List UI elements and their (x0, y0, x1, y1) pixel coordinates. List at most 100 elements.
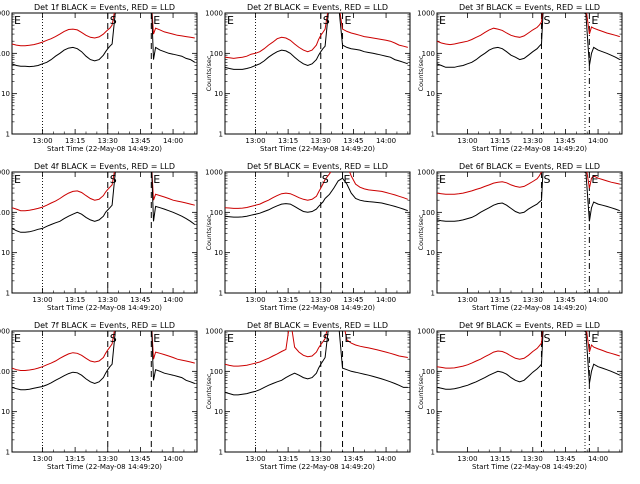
events-series-line (437, 331, 621, 390)
y-tick-label: 1 (6, 131, 10, 139)
y-tick-label: 10 (426, 249, 435, 257)
x-tick-label: 13:15 (65, 137, 85, 145)
panel-det-2f: Det 2f BLACK = Events, RED = LLD 1 10 100 10… (205, 3, 411, 153)
x-tick-label: 13:15 (490, 455, 510, 463)
segment-marker-s: S (323, 332, 330, 345)
x-tick-label: 13:15 (490, 137, 510, 145)
panel-title: Det 3f BLACK = Events, RED = LLD (459, 3, 600, 12)
segment-marker-e: E (591, 332, 598, 345)
panel-det-4f: Det 4f BLACK = Events, RED = LLD 1 10 100 10… (0, 162, 198, 312)
y-axis-label: Counts/sec (417, 214, 425, 250)
y-tick-label: 1 (6, 449, 10, 457)
y-tick-label: 1 (431, 131, 435, 139)
segment-marker-e: E (344, 173, 351, 186)
x-tick-label: 14:00 (376, 296, 396, 304)
y-tick-label: 1000 (0, 10, 10, 18)
panel-title: Det 7f BLACK = Events, RED = LLD (34, 321, 175, 330)
x-tick-label: 13:15 (278, 296, 298, 304)
x-axis-label: Start Time (22-May-08 14:49:20) (472, 463, 587, 471)
y-tick-label: 10 (214, 90, 223, 98)
segment-marker-e: E (153, 14, 160, 27)
panel-title: Det 1f BLACK = Events, RED = LLD (34, 3, 175, 12)
panel-det-9f: Det 9f BLACK = Events, RED = LLD 1 10 100 10… (417, 321, 623, 471)
panel-det-8f: Det 8f BLACK = Events, RED = LLD 1 10 100 10… (205, 321, 411, 471)
x-tick-label: 13:30 (523, 137, 543, 145)
segment-marker-e: E (345, 14, 352, 27)
events-series-line (437, 172, 620, 222)
lld-series-line (12, 172, 195, 212)
y-axis-label: Counts/sec (417, 55, 425, 91)
panel-det-1f: Det 1f BLACK = Events, RED = LLD 1 10 100 10… (0, 3, 198, 153)
segment-marker-e: E (14, 14, 21, 27)
x-tick-label: 13:15 (65, 455, 85, 463)
y-tick-label: 1 (6, 290, 10, 298)
y-axis-label: Counts/sec (205, 214, 213, 250)
y-tick-label: 1000 (0, 328, 10, 336)
x-tick-label: 13:45 (555, 455, 575, 463)
segment-marker-s: S (110, 14, 117, 27)
x-tick-label: 14:00 (163, 137, 183, 145)
panel-title: Det 9f BLACK = Events, RED = LLD (459, 321, 600, 330)
lld-series-line (437, 331, 620, 369)
events-series-line (225, 331, 408, 396)
x-tick-label: 13:30 (311, 455, 331, 463)
x-tick-label: 13:45 (130, 455, 150, 463)
events-series-line (12, 13, 196, 68)
y-tick-label: 100 (422, 209, 435, 217)
y-tick-label: 100 (0, 368, 10, 376)
plot-frame (436, 171, 623, 294)
x-tick-label: 13:45 (343, 137, 363, 145)
x-tick-label: 13:30 (311, 296, 331, 304)
y-tick-label: 1000 (205, 328, 223, 336)
y-tick-label: 100 (0, 209, 10, 217)
lld-series-line (225, 13, 408, 59)
events-series-line (225, 177, 408, 218)
x-tick-label: 13:15 (490, 296, 510, 304)
y-tick-label: 1000 (417, 328, 435, 336)
panel-title: Det 2f BLACK = Events, RED = LLD (247, 3, 388, 12)
y-tick-label: 10 (426, 90, 435, 98)
panel-det-6f: Det 6f BLACK = Events, RED = LLD 1 10 100 10… (417, 162, 623, 312)
plot-frame (436, 330, 623, 453)
plot-frame (11, 12, 198, 135)
y-tick-label: 100 (210, 209, 223, 217)
panel-det-3f: Det 3f BLACK = Events, RED = LLD 1 10 100 10… (417, 3, 623, 153)
x-tick-label: 13:30 (98, 296, 118, 304)
segment-marker-e: E (153, 173, 160, 186)
events-series-line (437, 13, 621, 68)
x-tick-label: 13:00 (245, 455, 265, 463)
segment-marker-e: E (345, 332, 352, 345)
segment-marker-e: E (14, 332, 21, 345)
x-axis-label: Start Time (22-May-08 14:49:20) (472, 304, 587, 312)
y-tick-label: 1000 (205, 169, 223, 177)
y-tick-label: 1 (219, 449, 223, 457)
plot-frame (224, 330, 411, 453)
y-tick-label: 100 (210, 368, 223, 376)
x-tick-label: 14:00 (376, 455, 396, 463)
events-series-line (12, 172, 196, 233)
segment-marker-e: E (439, 14, 446, 27)
y-tick-label: 1 (219, 131, 223, 139)
panel-det-5f: Det 5f BLACK = Events, RED = LLD 1 10 100 10… (205, 162, 411, 312)
x-tick-label: 14:00 (588, 137, 608, 145)
x-tick-label: 13:45 (555, 296, 575, 304)
x-axis-label: Start Time (22-May-08 14:49:20) (260, 463, 375, 471)
segment-marker-e: E (439, 173, 446, 186)
y-tick-label: 10 (426, 408, 435, 416)
lld-series-line (12, 331, 195, 371)
segment-marker-s: S (543, 332, 550, 345)
x-axis-label: Start Time (22-May-08 14:49:20) (260, 145, 375, 153)
x-tick-label: 13:45 (555, 137, 575, 145)
x-tick-label: 13:45 (130, 296, 150, 304)
segment-marker-s: S (110, 332, 117, 345)
y-tick-label: 1 (431, 449, 435, 457)
x-tick-label: 13:00 (245, 137, 265, 145)
y-tick-label: 1000 (417, 10, 435, 18)
x-tick-label: 13:45 (343, 296, 363, 304)
x-tick-label: 13:15 (65, 296, 85, 304)
events-series-line (225, 13, 408, 70)
panel-title: Det 4f BLACK = Events, RED = LLD (34, 162, 175, 171)
plot-frame (11, 171, 198, 294)
